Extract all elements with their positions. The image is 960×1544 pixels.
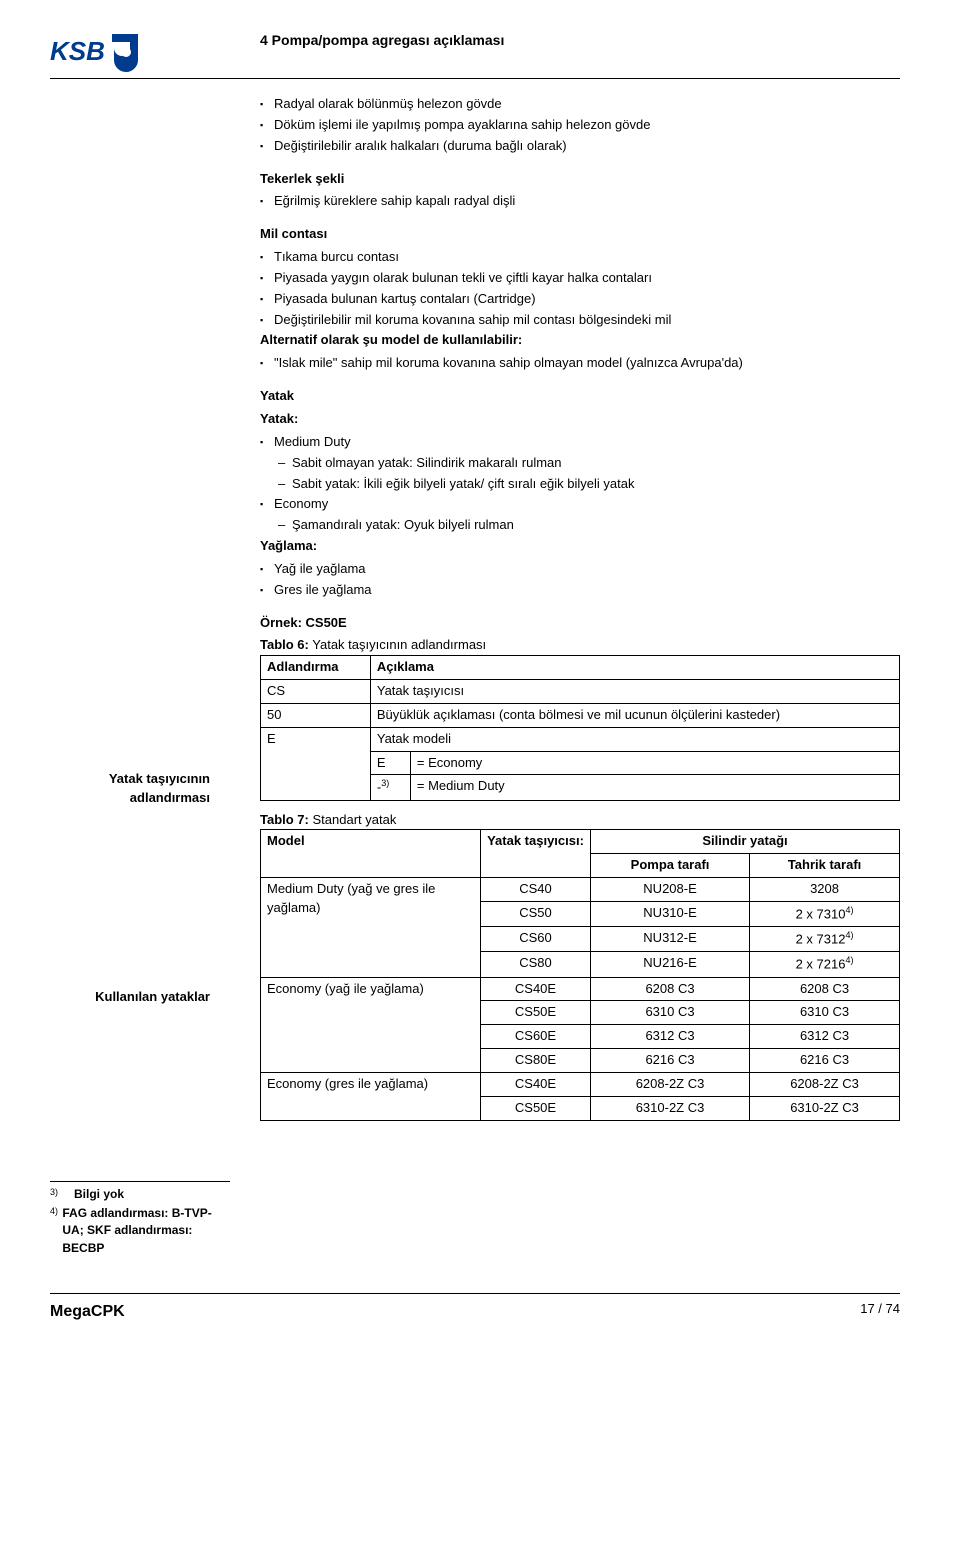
sub-bullet-text: Sabit olmayan yatak: Silindirik makaralı…: [292, 454, 562, 473]
bullet-text: Economy: [274, 495, 328, 514]
t7-cell: CS40: [481, 878, 591, 902]
t6-cell: E: [261, 727, 371, 800]
doc-title: MegaCPK: [50, 1300, 125, 1323]
table6-caption: Tablo 6: Tablo 6: Yatak taşıyıcının adla…: [260, 636, 900, 655]
tekerlek-heading: Tekerlek şekli: [260, 170, 900, 189]
t7-cell: 6310-2Z C3: [750, 1096, 900, 1120]
sub-bullet-text: Sabit yatak: İkili eğik bilyeli yatak/ ç…: [292, 475, 634, 494]
t7-model-cell: Economy (gres ile yağlama): [261, 1072, 481, 1120]
t7-cell: CS80: [481, 952, 591, 977]
t7-cell: 6208 C3: [750, 977, 900, 1001]
t7-cell: 6312 C3: [591, 1025, 750, 1049]
bullet-text: Piyasada bulunan kartuş contaları (Cartr…: [274, 290, 536, 309]
bullet-text: Yağ ile yağlama: [274, 560, 366, 579]
t7-cell: NU208-E: [591, 878, 750, 902]
fn-text: FAG adlandırması: B-TVP-UA; SKF adlandır…: [62, 1205, 230, 1257]
t7-cell: 6312 C3: [750, 1025, 900, 1049]
t7-cell: NU310-E: [591, 902, 750, 927]
bullet-text: Döküm işlemi ile yapılmış pompa ayakları…: [274, 116, 650, 135]
bullet-text: Piyasada yaygın olarak bulunan tekli ve …: [274, 269, 652, 288]
t7-cell: CS50: [481, 902, 591, 927]
t7-cell: 6208-2Z C3: [591, 1072, 750, 1096]
t7-cell: 2 x 72164): [750, 952, 900, 977]
t7-cell: 3208: [750, 878, 900, 902]
t6-cell: Yatak taşıyıcısı: [370, 680, 899, 704]
t6-cell: 50: [261, 703, 371, 727]
page-footer: MegaCPK 17 / 74: [50, 1293, 900, 1323]
t6-cell: = Economy: [410, 751, 899, 775]
bullet-text: Değiştirilebilir aralık halkaları (durum…: [274, 137, 567, 156]
t7-subheader: Pompa tarafı: [591, 854, 750, 878]
t7-model-cell: Medium Duty (yağ ve gres ile yağlama): [261, 878, 481, 977]
t6-cell: E: [370, 751, 410, 775]
t7-cell: 6310 C3: [750, 1001, 900, 1025]
bullet-text: "Islak mile" sahip mil koruma kovanına s…: [274, 354, 743, 373]
bullet-text: Radyal olarak bölünmüş helezon gövde: [274, 95, 502, 114]
page-number: 17 / 74: [860, 1300, 900, 1323]
t7-cell: 6216 C3: [750, 1049, 900, 1073]
t7-cell: CS50E: [481, 1001, 591, 1025]
yatak-heading-1: Yatak: [260, 387, 900, 406]
t7-header: Yatak taşıyıcısı:: [481, 830, 591, 878]
bullet-text: Gres ile yağlama: [274, 581, 372, 600]
t7-subheader: Tahrik tarafı: [750, 854, 900, 878]
content-area: ▪Radyal olarak bölünmüş helezon gövde ▪D…: [260, 95, 900, 600]
intro-bullets: ▪Radyal olarak bölünmüş helezon gövde ▪D…: [260, 95, 900, 156]
t7-model-cell: Economy (yağ ile yağlama): [261, 977, 481, 1072]
fn-marker: 4): [50, 1205, 62, 1257]
section-heading: 4 Pompa/pompa agregası açıklaması: [260, 30, 504, 50]
t6-cell: Yatak modeli: [370, 727, 899, 751]
side-label-kullanilan: Kullanılan yataklar: [50, 988, 210, 1007]
t6-cell: = Medium Duty: [410, 775, 899, 800]
t7-cell: 6208-2Z C3: [750, 1072, 900, 1096]
mil-heading: Mil contası: [260, 225, 900, 244]
alt-heading: Alternatif olarak şu model de kullanılab…: [260, 331, 900, 350]
t7-cell: CS50E: [481, 1096, 591, 1120]
footnotes: 3)Bilgi yok 4)FAG adlandırması: B-TVP-UA…: [50, 1181, 230, 1258]
logo-text: KSB: [50, 36, 105, 66]
bullet-text: Tıkama burcu contası: [274, 248, 399, 267]
fn-marker: 3): [50, 1186, 74, 1203]
t7-cell: CS60E: [481, 1025, 591, 1049]
t7-cell: 6310-2Z C3: [591, 1096, 750, 1120]
t6-header: Adlandırma: [261, 656, 371, 680]
t6-cell: -3): [370, 775, 410, 800]
t6-cell: CS: [261, 680, 371, 704]
t7-cell: CS80E: [481, 1049, 591, 1073]
t7-header: Silindir yatağı: [591, 830, 900, 854]
t7-cell: CS40E: [481, 1072, 591, 1096]
t7-header: Model: [261, 830, 481, 878]
sub-bullet-text: Şamandıralı yatak: Oyuk bilyeli rulman: [292, 516, 514, 535]
bullet-text: Eğrilmiş küreklere sahip kapalı radyal d…: [274, 192, 515, 211]
yatak-heading-2: Yatak:: [260, 410, 900, 429]
table-6: AdlandırmaAçıklama CSYatak taşıyıcısı 50…: [260, 655, 900, 800]
t7-cell: 6216 C3: [591, 1049, 750, 1073]
table7-caption: Tablo 7: Standart yatak: [260, 811, 900, 830]
page-header: KSB 4 Pompa/pompa agregası açıklaması: [50, 30, 900, 79]
t6-cell: Büyüklük açıklaması (conta bölmesi ve mi…: [370, 703, 899, 727]
t7-cell: CS40E: [481, 977, 591, 1001]
table-7: Model Yatak taşıyıcısı: Silindir yatağı …: [260, 829, 900, 1120]
t7-cell: CS60: [481, 927, 591, 952]
t7-cell: 2 x 73104): [750, 902, 900, 927]
bullet-text: Medium Duty: [274, 433, 351, 452]
ksb-logo: KSB: [50, 30, 150, 72]
yaglama-heading: Yağlama:: [260, 537, 900, 556]
t7-cell: NU216-E: [591, 952, 750, 977]
ornek-label: Örnek: CS50E: [260, 614, 900, 633]
side-label-yatak: Yatak taşıyıcınınadlandırması: [50, 770, 210, 808]
t7-cell: NU312-E: [591, 927, 750, 952]
t7-cell: 6310 C3: [591, 1001, 750, 1025]
t7-cell: 6208 C3: [591, 977, 750, 1001]
t7-cell: 2 x 73124): [750, 927, 900, 952]
t6-header: Açıklama: [370, 656, 899, 680]
fn-text: Bilgi yok: [74, 1186, 124, 1203]
bullet-text: Değiştirilebilir mil koruma kovanına sah…: [274, 311, 671, 330]
